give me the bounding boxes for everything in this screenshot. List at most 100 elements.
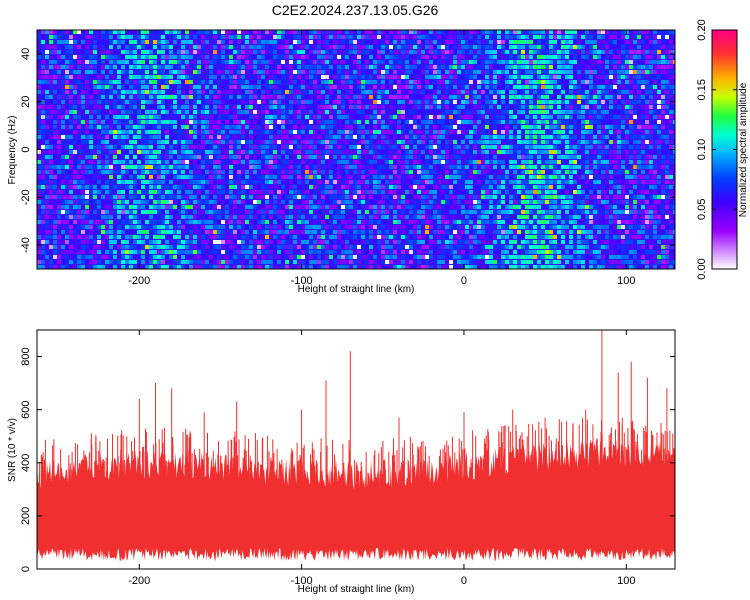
spectrogram-cell [465, 95, 469, 99]
spectrogram-cell [657, 95, 661, 99]
spectrogram-cell [153, 105, 157, 109]
spectrogram-cell [617, 110, 621, 114]
spectrogram-cell [481, 85, 485, 89]
spectrogram-cell [461, 50, 465, 54]
spectrogram-cell [161, 40, 165, 44]
spectrogram-cell [337, 100, 341, 104]
spectrogram-cell [597, 45, 601, 49]
spectrogram-cell [641, 175, 645, 179]
spectrogram-cell [629, 170, 633, 174]
spectrogram-cell [177, 160, 181, 164]
spectrogram-cell [525, 110, 529, 114]
spectrogram-cell [441, 75, 445, 79]
spectrogram-cell [133, 160, 137, 164]
spectrogram-cell [265, 35, 269, 39]
spectrogram-cell [585, 65, 589, 69]
spectrogram-cell [669, 130, 673, 134]
spectrogram-cell [617, 170, 621, 174]
spectrogram-cell [361, 135, 365, 139]
spectrogram-cell [533, 150, 537, 154]
spectrogram-cell [653, 110, 657, 114]
spectrogram-cell [273, 130, 277, 134]
spectrogram-cell [665, 105, 669, 109]
spectrogram-cell [505, 160, 509, 164]
spectrogram-cell [665, 60, 669, 64]
spectrogram-cell [105, 160, 109, 164]
spectrogram-cell [477, 75, 481, 79]
spectrogram-cell [613, 65, 617, 69]
spectrogram-cell [653, 145, 657, 149]
spectrogram-cell [241, 145, 245, 149]
spectrogram-cell [265, 145, 269, 149]
spectrogram-cell [641, 115, 645, 119]
spectrogram-cell [429, 80, 433, 84]
spectrogram-cell [149, 105, 153, 109]
spectrogram-cell [133, 35, 137, 39]
spectrogram-cell [369, 65, 373, 69]
spectrogram-cell [669, 50, 673, 54]
spectrogram-cell [73, 135, 77, 139]
spectrogram-cell [81, 155, 85, 159]
spectrogram-cell [393, 70, 397, 74]
spectrogram-cell [125, 40, 129, 44]
spectrogram-cell [453, 75, 457, 79]
spectrogram-cell [117, 70, 121, 74]
spectrogram-cell [305, 105, 309, 109]
spectrogram-cell [481, 115, 485, 119]
spectrogram-cell [349, 125, 353, 129]
spectrogram-cell [405, 145, 409, 149]
spectrogram-cell [213, 75, 217, 79]
spectrogram-cell [53, 75, 57, 79]
spectrogram-cell [321, 145, 325, 149]
spectrogram-cell [617, 70, 621, 74]
spectrogram-cell [597, 75, 601, 79]
spectrogram-cell [661, 130, 665, 134]
spectrogram-cell [285, 70, 289, 74]
spectrogram-cell [293, 150, 297, 154]
spectrogram-cell [409, 130, 413, 134]
spectrogram-cell [509, 170, 513, 174]
spectrogram-cell [541, 95, 545, 99]
spectrogram-cell [673, 35, 675, 39]
spectrogram-cell [53, 35, 57, 39]
spectrogram-cell [181, 130, 185, 134]
spectrogram-cell [97, 185, 101, 189]
spectrogram-cell [353, 170, 357, 174]
spectrogram-cell [665, 75, 669, 79]
spectrogram-cell [469, 155, 473, 159]
spectrogram-cell [549, 150, 553, 154]
spectrogram-cell [453, 125, 457, 129]
spectrogram-cell [485, 115, 489, 119]
spectrogram-cell [645, 80, 649, 84]
spectrogram-cell [369, 150, 373, 154]
spectrogram-cell [653, 170, 657, 174]
spectrogram-cell [361, 110, 365, 114]
spectrogram-cell [633, 120, 637, 124]
spectrogram-cell [209, 130, 213, 134]
spectrogram-cell [381, 130, 385, 134]
spectrogram-cell [305, 110, 309, 114]
spectrogram-cell [653, 115, 657, 119]
spectrogram-cell [641, 100, 645, 104]
spectrogram-cell [493, 160, 497, 164]
spectrogram-cell [89, 75, 93, 79]
spectrogram-cell [37, 160, 41, 164]
spectrogram-cell [609, 170, 613, 174]
spectrogram-cell [209, 40, 213, 44]
spectrogram-cell [301, 155, 305, 159]
spectrogram-cell [325, 95, 329, 99]
spectrogram-cell [89, 85, 93, 89]
spectrogram-cell [581, 80, 585, 84]
spectrogram-cell [549, 145, 553, 149]
spectrogram-cell [433, 50, 437, 54]
spectrogram-cell [301, 180, 305, 184]
spectrogram-cell [533, 140, 537, 144]
spectrogram-cell [545, 65, 549, 69]
spectrogram-cell [89, 155, 93, 159]
spectrogram-cell [261, 60, 265, 64]
spectrogram-cell [505, 110, 509, 114]
spectrogram-cell [61, 85, 65, 89]
spectrogram-cell [89, 100, 93, 104]
spectrogram-cell [45, 90, 49, 94]
spectrogram-cell [605, 45, 609, 49]
